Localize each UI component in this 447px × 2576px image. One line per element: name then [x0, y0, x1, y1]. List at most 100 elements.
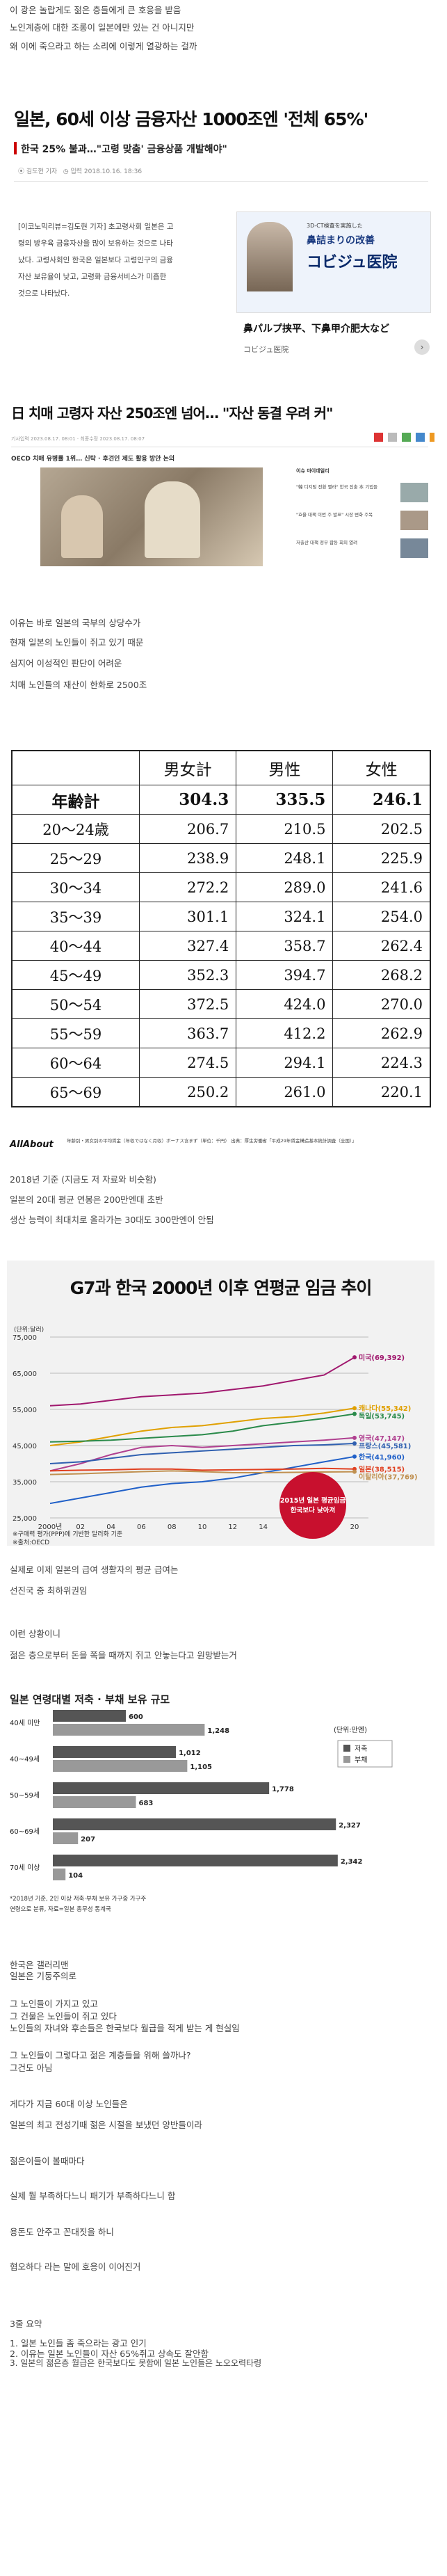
series-end-point	[352, 1355, 357, 1360]
bullet-line: 일본의 최고 전성기때 젊은 시절을 보냈던 양반들이라	[10, 2120, 202, 2130]
bar-value-label: 1,012	[179, 1750, 201, 1757]
savings-bar	[53, 1746, 177, 1758]
x-tick-label: 12	[228, 1523, 237, 1531]
savings-chart-image: 일본 연령대별 저축 · 부채 보유 규모 40세 미만 600 1,248 40~4…	[7, 1689, 434, 1926]
wage-chart-title: G7과 한국 2000년 이후 연평균 임금 추이	[70, 1278, 373, 1298]
salary-value-cell: 424.0	[236, 989, 334, 1019]
post-chart-line: 이런 상황이니	[10, 1629, 60, 1639]
salary-value-cell: 250.2	[138, 1077, 237, 1107]
series-end-label: 미국(69,392)	[359, 1353, 405, 1362]
y-tick-label: 45,000	[13, 1443, 37, 1450]
bullet-line: 실제 뭘 부족하다느니 패기가 부족하다느니 함	[10, 2191, 176, 2201]
article2-meta: 기사입력 2023.08.17. 08:01 · 최종수정 2023.08.17…	[11, 436, 145, 442]
salary-value-cell: 238.9	[138, 843, 237, 873]
y-tick-label: 65,000	[13, 1370, 37, 1378]
debt-bar	[53, 1760, 188, 1772]
savings-bar	[53, 1855, 338, 1866]
article1-body-line: 자산 보유율이 낮고, 고령화 금융서비스가 미흡한	[18, 273, 167, 281]
salary-row: 35～39 301.1 324.1 254.0	[11, 902, 431, 931]
bullet-line: 그 노인들이 그렇다고 젊은 계층들을 위해 쓸까나?	[10, 2050, 191, 2061]
salary-value-cell: 270.0	[332, 989, 431, 1019]
series-end-label: 독일(53,745)	[359, 1411, 405, 1421]
summary-title: 3줄 요약	[10, 2319, 42, 2329]
x-tick-label: 14	[259, 1523, 268, 1531]
debt-bar	[53, 1796, 136, 1808]
series-end-point	[352, 1441, 357, 1446]
x-tick-label: 02	[76, 1523, 85, 1531]
salary-value-cell: 394.7	[236, 960, 334, 990]
bullet-line: 노인들의 자녀와 후손들은 한국보다 월급을 적게 받는 게 현실임	[10, 2023, 240, 2033]
share-naver-icon[interactable]	[402, 433, 412, 442]
sidebar-title: 이슈 마이데일리	[296, 468, 330, 474]
sidebar-item[interactable]: 저출산 대책 정부 합동 회의 열려	[296, 538, 428, 561]
x-tick-label: 04	[106, 1523, 115, 1531]
salary-value-cell: 301.1	[138, 902, 237, 931]
debt-bar	[53, 1832, 79, 1844]
bar-value-label: 207	[81, 1836, 95, 1843]
series-end-point	[352, 1406, 357, 1411]
salary-value-cell: 241.6	[332, 872, 431, 902]
intro-line: 이 광은 놀랍게도 젊은 층들에게 큰 호응을 받음	[10, 5, 181, 15]
article2-sidebar: 이슈 마이데일리 "韓 디지털 전환 빨라" 한국 진출 本 기업들 "효율 대…	[296, 467, 428, 558]
wage-chart-image: G7과 한국 2000년 이후 연평균 임금 추이 (단위:달러) 75,000 6…	[7, 1261, 434, 1546]
sidebar-item[interactable]: "韓 디지털 전환 빨라" 한국 진출 本 기업들	[296, 483, 428, 505]
sidebar-item-text: "韓 디지털 전환 빨라" 한국 진출 本 기업들	[296, 484, 378, 490]
series-line	[49, 1437, 355, 1472]
series-end-label: 영국(47,147)	[359, 1434, 405, 1443]
salary-age-cell: 25～29	[11, 843, 140, 873]
y-tick-label: 35,000	[13, 1479, 37, 1487]
sidebar-item[interactable]: "효율 대책 이번 주 발표" 시장 변화 주목	[296, 511, 428, 533]
mid2-line: 생산 능력이 최대치로 올라가는 30대도 300만엔이 안됨	[10, 1215, 214, 1225]
article1-body-line: 령의 방우육 금융자산을 많이 보유하는 것으로 나타	[18, 239, 173, 248]
sidebar-item-text: "효율 대책 이번 주 발표" 시장 변화 주목	[296, 512, 373, 518]
share-facebook-icon[interactable]	[374, 433, 383, 442]
mid-line: 현재 일본의 노인들이 쥐고 있기 때문	[10, 637, 144, 648]
savings-chart-title: 일본 연령대별 저축 · 부채 보유 규모	[10, 1693, 170, 1706]
series-end-label: 프랑스(45,581)	[359, 1442, 411, 1450]
salary-value-cell: 262.9	[332, 1018, 431, 1048]
x-tick-label: 20	[350, 1523, 359, 1531]
salary-row: 45～49 352.3 394.7 268.2	[11, 960, 431, 990]
ad-banner[interactable]: 3D-CT検査を実施した 鼻詰まりの改善 コビジュ医院	[236, 211, 431, 313]
bar-value-label: 1,248	[207, 1727, 229, 1735]
article1-divider	[14, 181, 428, 182]
salary-table: 男女計 男性 女性 年齢計 304.3 335.5 246.1 20～24歳 206.7 210…	[11, 750, 431, 1107]
ad-brand: コビジュ医院	[307, 254, 398, 271]
salary-value-cell: 210.5	[236, 814, 334, 844]
salary-value-cell: 202.5	[332, 814, 431, 844]
salary-value-cell: 225.9	[332, 843, 431, 873]
salary-table-source: 年齢別・男女別の平均賃金（年収ではなく月収）ボーナス含まず（単位：千円） 出典：…	[67, 1138, 357, 1144]
salary-value-cell: 412.2	[236, 1018, 334, 1048]
ad-doctor-photo	[247, 222, 293, 291]
ad-arrow-icon[interactable]: ›	[414, 339, 430, 355]
y-tick-label: 55,000	[13, 1407, 37, 1414]
salary-age-cell: 60～64	[11, 1048, 140, 1078]
salary-age-cell: 50～54	[11, 989, 140, 1019]
debt-bar	[53, 1869, 66, 1880]
series-end-point	[352, 1435, 357, 1440]
salary-value-cell: 262.4	[332, 931, 431, 961]
article1-body: [이코노믹리뷰=김도현 기자] 초고령사회 일본은 고 령의 방우육 금융자산을…	[18, 218, 174, 302]
salary-value-cell: 248.1	[236, 843, 334, 873]
salary-age-cell: 30～34	[11, 872, 140, 902]
share-kakao-icon[interactable]	[388, 433, 398, 442]
salary-row: 30～34 272.2 289.0 241.6	[11, 872, 431, 902]
ad-line2: 鼻詰まりの改善	[307, 235, 375, 246]
post-chart-line: 실제로 이제 일본의 급여 생활자의 평균 급여는	[10, 1565, 179, 1575]
salary-value-cell: 261.0	[236, 1077, 334, 1107]
ad-top: 3D-CT検査を実施した	[307, 223, 363, 229]
salary-age-cell: 20～24歳	[11, 814, 140, 844]
salary-table-header: 男女計 男性 女性	[11, 750, 431, 785]
series-end-point	[352, 1469, 357, 1474]
salary-row: 65～69 250.2 261.0 220.1	[11, 1077, 431, 1107]
bar-value-label: 1,778	[272, 1786, 294, 1793]
salary-row: 40～44 327.4 358.7 262.4	[11, 931, 431, 961]
share-more-icon[interactable]	[430, 433, 434, 442]
ad-link[interactable]: コビジュ医院	[243, 345, 289, 354]
article2-headline: 日 치매 고령자 자산 250조엔 넘어… "자산 동결 우려 커"	[11, 405, 333, 422]
ad-caption[interactable]: 鼻パルプ挟平、下鼻甲介肥大など	[243, 323, 389, 335]
mid-line: 치매 노인들의 재산이 한화로 2500조	[10, 680, 147, 690]
share-twitter-icon[interactable]	[416, 433, 425, 442]
salary-value-cell: 224.3	[332, 1048, 431, 1078]
salary-value-cell: 272.2	[138, 872, 237, 902]
